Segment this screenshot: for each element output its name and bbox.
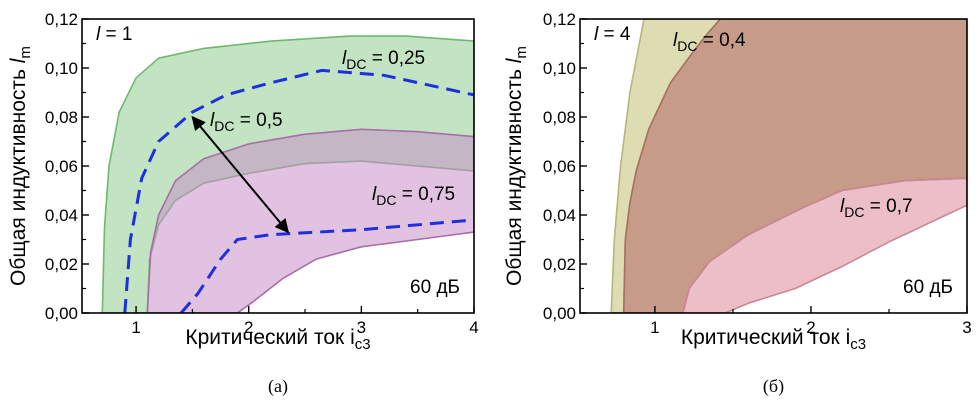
panel-b-y-tick-label: 0,04 bbox=[543, 206, 576, 225]
panel-b-y-tick-label: 0,02 bbox=[543, 255, 576, 274]
panel-a-x-tick-label: 4 bbox=[469, 318, 478, 337]
panel-b-regions bbox=[610, 19, 967, 313]
panel-a-x-axis-label: Критический ток ic3 bbox=[185, 326, 370, 353]
panel-a-series bbox=[123, 68, 474, 313]
panel-b-caption: (б) bbox=[763, 376, 784, 397]
panel-a-region-label-2: lDC = 0,75 bbox=[372, 184, 455, 208]
panel-a-y-tick-label: 0,00 bbox=[45, 304, 78, 323]
panel-a-caption: (а) bbox=[268, 376, 288, 397]
panel-b-y-tick-label: 0,06 bbox=[543, 157, 576, 176]
panel-b-region-label-0: lDC = 0,4 bbox=[673, 30, 746, 54]
panel-b: 1 2 3 0,00 0,02 0,04 0,06 0,08 0,10 0,12 l = 4 60… bbox=[503, 10, 972, 397]
panel-a-noise-label: 60 дБ bbox=[410, 277, 460, 298]
panel-a-region-label-1: lDC = 0,5 bbox=[210, 110, 283, 134]
panel-b-region-label-1: lDC = 0,7 bbox=[840, 196, 913, 220]
panel-b-y-tick-label: 0,08 bbox=[543, 108, 576, 127]
panel-b-x-tick-label: 2 bbox=[806, 318, 815, 337]
panel-b-ticks: 1 2 3 0,00 0,02 0,04 0,06 0,08 0,10 0,12 bbox=[543, 10, 972, 337]
panel-a-y-tick-label: 0,10 bbox=[45, 59, 78, 78]
panel-b-region-2 bbox=[682, 177, 967, 313]
panel-b-x-tick-label: 3 bbox=[962, 318, 971, 337]
panel-a-x-tick-label: 2 bbox=[244, 318, 253, 337]
panel-a-y-tick-label: 0,02 bbox=[45, 255, 78, 274]
panel-a-x-tick-label: 1 bbox=[131, 318, 140, 337]
panel-a-region-label-0: lDC = 0,25 bbox=[342, 48, 425, 72]
panel-b-y-tick-label: 0,10 bbox=[543, 59, 576, 78]
panel-b-x-axis-label: Критический ток ic3 bbox=[681, 326, 866, 353]
panel-a-y-tick-label: 0,04 bbox=[45, 206, 78, 225]
panel-b-y-tick-label: 0,12 bbox=[543, 10, 576, 29]
panel-b-l-parameter: l = 4 bbox=[594, 24, 631, 45]
panel-a-arrow bbox=[191, 115, 290, 234]
panel-a-y-tick-label: 0,08 bbox=[45, 108, 78, 127]
panel-a-x-tick-label: 3 bbox=[357, 318, 366, 337]
panel-a-y-tick-label: 0,12 bbox=[45, 10, 78, 29]
panel-a-double-arrow bbox=[191, 115, 290, 234]
panel-b-y-tick-label: 0,00 bbox=[543, 304, 576, 323]
panel-b-x-tick-label: 1 bbox=[650, 318, 659, 337]
panel-a: 1 2 3 4 0,00 0,02 0,04 0,06 0,08 0,10 0,12 l = 1 6… bbox=[7, 10, 479, 397]
panel-a-l-parameter: l = 1 bbox=[96, 24, 132, 45]
panel-a-y-axis-label: Общая индуктивность lm bbox=[7, 46, 34, 286]
panel-a-regions bbox=[101, 35, 474, 313]
panel-b-noise-label: 60 дБ bbox=[903, 277, 953, 298]
panel-b-y-axis-label: Общая индуктивность lm bbox=[503, 46, 530, 286]
panel-a-dashed-line-1 bbox=[179, 218, 474, 313]
panel-a-ticks: 1 2 3 4 0,00 0,02 0,04 0,06 0,08 0,10 0,12 bbox=[45, 10, 479, 337]
panel-a-y-tick-label: 0,06 bbox=[45, 157, 78, 176]
